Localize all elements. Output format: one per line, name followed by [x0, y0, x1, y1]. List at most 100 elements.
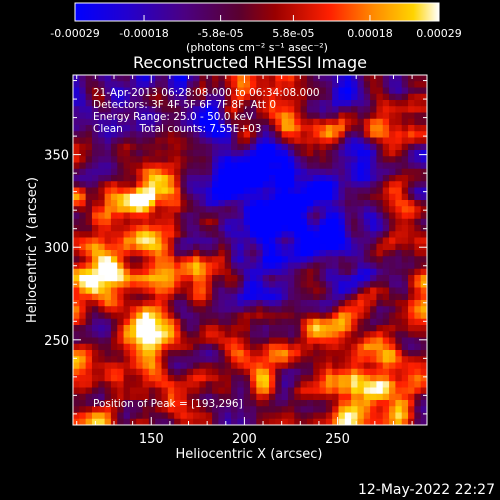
heatmap-cell — [319, 356, 327, 363]
heatmap-cell — [287, 393, 295, 401]
heatmap-cell — [376, 287, 384, 295]
heatmap-cell — [91, 325, 99, 332]
heatmap-cell — [218, 268, 226, 276]
heatmap-cell — [401, 287, 409, 295]
heatmap-cell — [300, 137, 308, 145]
heatmap-cell — [117, 212, 125, 220]
heatmap-cell — [357, 275, 365, 282]
heatmap-cell — [325, 418, 333, 426]
heatmap-cell — [155, 418, 162, 426]
heatmap-cell — [408, 206, 415, 213]
heatmap-cell — [199, 112, 207, 120]
heatmap-cell — [79, 418, 87, 426]
heatmap-cell — [351, 143, 358, 151]
heatmap-cell — [129, 343, 137, 351]
heatmap-cell — [351, 406, 358, 413]
heatmap-cell — [408, 406, 415, 413]
heatmap-cell — [300, 193, 308, 201]
heatmap-cell — [85, 81, 93, 88]
heatmap-cell — [85, 381, 93, 388]
heatmap-cell — [262, 243, 270, 251]
heatmap-cell — [193, 375, 200, 382]
heatmap-cell — [91, 368, 99, 376]
heatmap-cell — [338, 137, 346, 145]
heatmap-cell — [332, 112, 339, 120]
heatmap-cell — [351, 87, 358, 95]
heatmap-cell — [155, 75, 162, 82]
heatmap-cell — [420, 287, 428, 295]
heatmap-cell — [401, 225, 409, 232]
heatmap-cell — [370, 187, 377, 195]
heatmap-cell — [167, 118, 175, 126]
heatmap-cell — [281, 162, 289, 170]
heatmap-cell — [155, 218, 162, 226]
heatmap-cell — [268, 312, 276, 320]
heatmap-cell — [224, 393, 232, 401]
heatmap-cell — [408, 81, 415, 88]
heatmap-cell — [281, 106, 289, 113]
heatmap-cell — [155, 337, 162, 345]
heatmap-cell — [306, 412, 314, 420]
heatmap-cell — [218, 331, 226, 338]
heatmap-cell — [357, 106, 365, 113]
heatmap-cell — [420, 150, 428, 157]
heatmap-cell — [142, 206, 150, 213]
heatmap-cell — [338, 156, 346, 163]
heatmap-cell — [262, 162, 270, 170]
heatmap-cell — [294, 87, 302, 95]
heatmap-cell — [155, 137, 162, 145]
heatmap-cell — [186, 237, 194, 245]
heatmap-cell — [180, 268, 188, 276]
heatmap-cell — [306, 275, 314, 282]
heatmap-cell — [382, 237, 390, 245]
heatmap-cell — [243, 412, 251, 420]
heatmap-cell — [325, 343, 333, 351]
heatmap-cell — [363, 362, 371, 370]
heatmap-cell — [300, 243, 308, 251]
heatmap-cell — [256, 343, 264, 351]
heatmap-cell — [344, 418, 352, 426]
heatmap-cell — [363, 312, 371, 320]
heatmap-cell — [281, 168, 289, 176]
heatmap-cell — [306, 331, 314, 338]
heatmap-cell — [104, 400, 112, 407]
heatmap-cell — [287, 156, 295, 163]
heatmap-cell — [243, 268, 251, 276]
heatmap-cell — [136, 212, 144, 220]
heatmap-cell — [344, 412, 352, 420]
heatmap-cell — [73, 312, 80, 320]
heatmap-cell — [294, 268, 302, 276]
heatmap-cell — [85, 412, 93, 420]
heatmap-cell — [344, 318, 352, 326]
heatmap-cell — [123, 75, 131, 82]
heatmap-cell — [79, 275, 87, 282]
heatmap-cell — [395, 387, 403, 395]
heatmap-cell — [180, 312, 188, 320]
heatmap-cell — [262, 287, 270, 295]
heatmap-cell — [186, 143, 194, 151]
heatmap-cell — [104, 362, 112, 370]
heatmap-cell — [275, 237, 283, 245]
heatmap-cell — [256, 256, 264, 263]
heatmap-cell — [344, 81, 352, 88]
heatmap-cell — [123, 343, 131, 351]
heatmap-cell — [408, 212, 415, 220]
heatmap-cell — [357, 281, 365, 288]
heatmap-cell — [382, 112, 390, 120]
heatmap-cell — [224, 250, 232, 257]
heatmap-cell — [224, 362, 232, 370]
heatmap-cell — [256, 175, 264, 182]
heatmap-cell — [73, 275, 80, 282]
heatmap-cell — [319, 212, 327, 220]
heatmap-cell — [332, 162, 339, 170]
heatmap-cell — [79, 318, 87, 326]
heatmap-cell — [174, 368, 181, 376]
heatmap-cell — [262, 100, 270, 107]
heatmap-cell — [123, 418, 131, 426]
heatmap-cell — [420, 112, 428, 120]
heatmap-cell — [161, 256, 169, 263]
heatmap-cell — [110, 350, 118, 357]
heatmap-cell — [357, 300, 365, 307]
heatmap-cell — [363, 150, 371, 157]
heatmap-cell — [357, 243, 365, 251]
